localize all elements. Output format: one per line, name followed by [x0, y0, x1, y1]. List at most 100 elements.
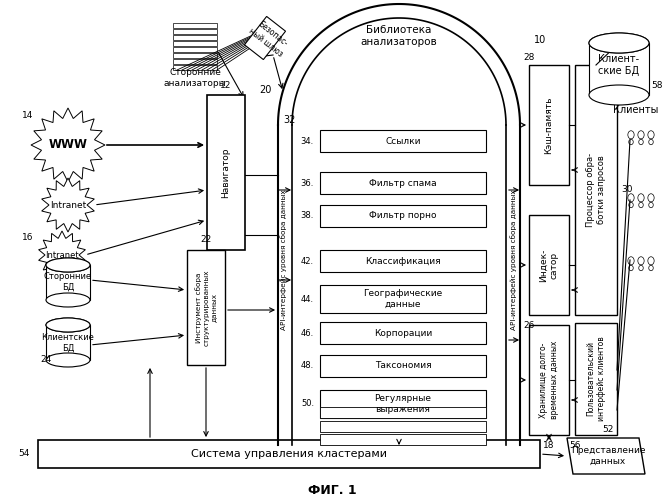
Text: 48.: 48.	[301, 362, 314, 370]
Text: 12: 12	[220, 80, 231, 90]
Text: Инструмент сбора
структурированных
данных: Инструмент сбора структурированных данны…	[196, 269, 216, 346]
Polygon shape	[31, 108, 105, 182]
Text: 16: 16	[22, 234, 33, 242]
Bar	[320, 172, 486, 194]
Text: Хранилище долго-
временных данных: Хранилище долго- временных данных	[539, 341, 559, 419]
Bar	[173, 53, 217, 58]
Bar	[38, 440, 540, 468]
Text: Библиотека
анализаторов: Библиотека анализаторов	[360, 25, 438, 47]
Text: 10: 10	[534, 36, 546, 46]
Bar	[320, 434, 486, 445]
Bar	[46, 325, 90, 360]
Text: Классификация: Классификация	[365, 256, 441, 266]
Bar	[245, 16, 285, 60]
Text: Пользовательский
интерфейс клиентов: Пользовательский интерфейс клиентов	[587, 336, 606, 422]
Bar	[320, 285, 486, 313]
Text: 38.: 38.	[301, 212, 314, 220]
Text: Ссылки: Ссылки	[385, 136, 421, 145]
Polygon shape	[567, 438, 645, 474]
Bar	[320, 130, 486, 152]
Text: Процессор обра-
ботки запросов: Процессор обра- ботки запросов	[587, 153, 606, 227]
Bar	[173, 29, 217, 34]
Text: Корпорации: Корпорации	[374, 328, 432, 338]
Bar	[320, 421, 486, 432]
Text: 34.: 34.	[301, 136, 314, 145]
Bar	[46, 265, 90, 300]
Text: Клиенты: Клиенты	[613, 105, 659, 115]
Text: Кэш-память: Кэш-память	[545, 96, 553, 154]
Ellipse shape	[639, 266, 643, 270]
Bar	[187, 250, 225, 365]
Ellipse shape	[46, 293, 90, 307]
Ellipse shape	[589, 33, 649, 53]
Polygon shape	[42, 178, 94, 232]
Bar	[529, 325, 569, 435]
Ellipse shape	[649, 266, 653, 270]
Ellipse shape	[589, 33, 649, 53]
Text: Регулярные
выражения: Регулярные выражения	[374, 394, 432, 413]
Text: Географические
данные: Географические данные	[363, 290, 443, 308]
Text: Фильтр спама: Фильтр спама	[369, 178, 437, 188]
Ellipse shape	[628, 130, 634, 139]
Bar	[589, 43, 649, 95]
Bar	[173, 35, 217, 40]
Ellipse shape	[589, 85, 649, 105]
Text: 30: 30	[621, 186, 632, 194]
Ellipse shape	[46, 258, 90, 272]
Text: 20: 20	[259, 85, 272, 95]
Ellipse shape	[46, 318, 90, 332]
Polygon shape	[39, 231, 85, 279]
Text: Индек-
сатор: Индек- сатор	[539, 248, 559, 282]
Text: 14: 14	[22, 110, 33, 120]
Ellipse shape	[628, 194, 634, 202]
Ellipse shape	[639, 140, 643, 144]
Text: 46.: 46.	[301, 328, 314, 338]
Text: API-интерфейс уровня сбора данных: API-интерфейс уровня сбора данных	[511, 190, 517, 330]
Text: 56: 56	[569, 440, 581, 450]
Ellipse shape	[628, 257, 634, 265]
Ellipse shape	[648, 130, 654, 139]
Ellipse shape	[46, 258, 90, 272]
Text: WWW: WWW	[49, 138, 88, 151]
Text: 28: 28	[523, 52, 535, 62]
Bar	[173, 65, 217, 70]
Text: 44.: 44.	[301, 294, 314, 304]
Ellipse shape	[638, 194, 644, 202]
Bar	[320, 355, 486, 377]
Bar	[575, 65, 617, 315]
Ellipse shape	[638, 130, 644, 139]
Ellipse shape	[628, 202, 633, 207]
Bar	[320, 390, 486, 418]
Ellipse shape	[638, 257, 644, 265]
Ellipse shape	[648, 194, 654, 202]
Bar	[320, 407, 486, 418]
Text: Сторонние
анализаторы: Сторонние анализаторы	[164, 68, 226, 87]
Text: 22: 22	[200, 236, 211, 244]
Text: 58: 58	[651, 80, 662, 90]
Text: 42.: 42.	[301, 256, 314, 266]
Ellipse shape	[628, 140, 633, 144]
Text: Клиентские
БД: Клиентские БД	[41, 334, 94, 352]
Text: 36.: 36.	[301, 178, 314, 188]
Text: Клиент-
ские БД: Клиент- ские БД	[598, 54, 640, 76]
Text: API-интерфейс уровня сбора данных: API-интерфейс уровня сбора данных	[281, 190, 287, 330]
Ellipse shape	[46, 353, 90, 367]
Text: Intranet: Intranet	[45, 250, 79, 260]
Bar	[173, 47, 217, 52]
Bar	[320, 250, 486, 272]
Bar	[320, 322, 486, 344]
Bar	[575, 323, 617, 435]
Text: Система управления кластерами: Система управления кластерами	[191, 449, 387, 459]
Text: Intranet: Intranet	[50, 200, 86, 209]
Ellipse shape	[628, 266, 633, 270]
Bar	[173, 59, 217, 64]
Bar	[207, 95, 245, 250]
Text: 24: 24	[41, 356, 52, 364]
Ellipse shape	[46, 318, 90, 332]
Text: 26: 26	[523, 320, 535, 330]
Text: 54: 54	[19, 450, 30, 458]
Bar	[320, 205, 486, 227]
Text: 50.: 50.	[301, 400, 314, 408]
Text: Таксономия: Таксономия	[374, 362, 432, 370]
Text: Навигатор: Навигатор	[221, 147, 231, 198]
